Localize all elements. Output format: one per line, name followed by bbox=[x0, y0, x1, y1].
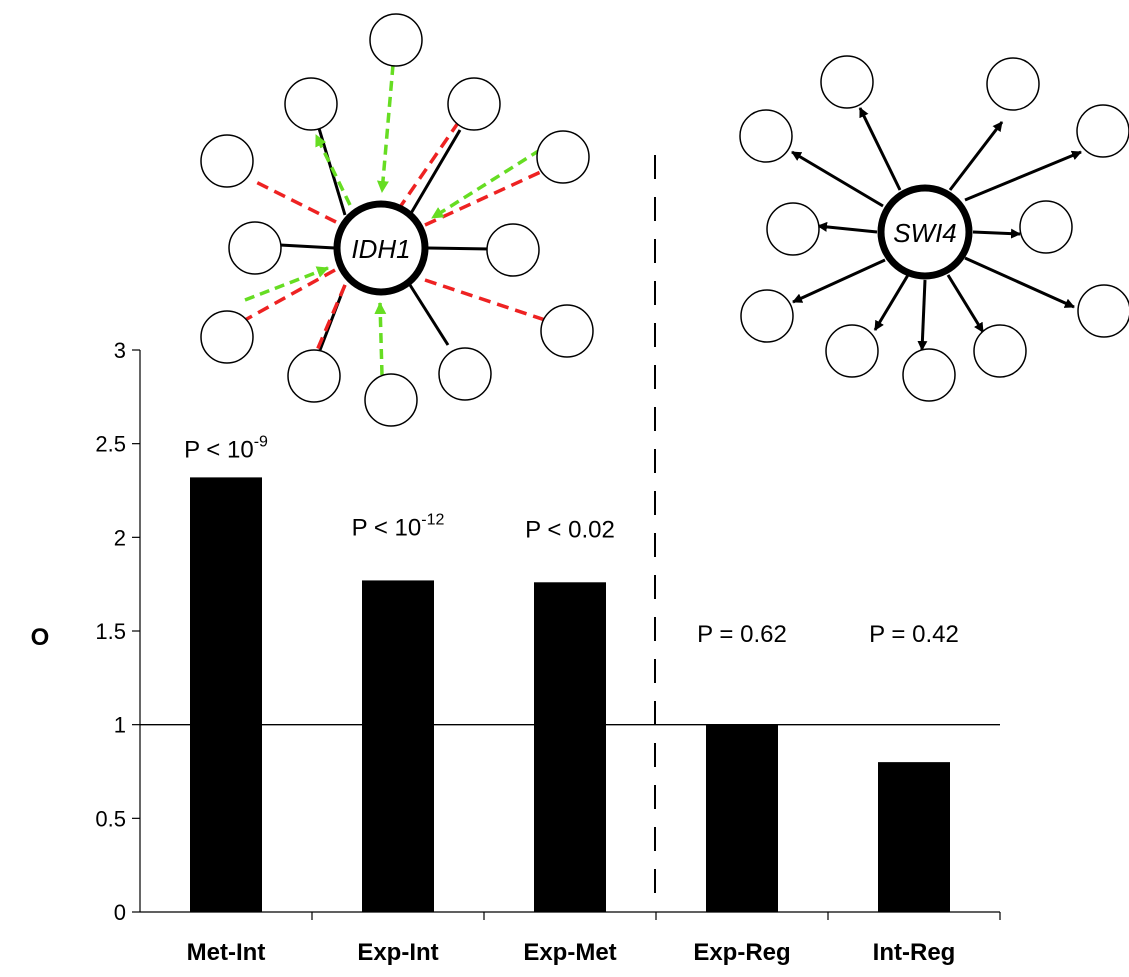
bar-chart: 00.511.522.53 P < 10-9P < 10-12 P < 0.02P… bbox=[31, 155, 1001, 966]
bar-exp-int bbox=[362, 580, 434, 912]
bar-exp-reg bbox=[706, 724, 778, 912]
p-value-label: P = 0.42 bbox=[869, 621, 959, 648]
bar-int-reg bbox=[878, 762, 950, 912]
x-category-label: Met-Int bbox=[187, 939, 266, 966]
y-tick-label: 1 bbox=[114, 713, 126, 738]
x-category-label: Exp-Int bbox=[357, 939, 438, 966]
idh1-hub-label: IDH1 bbox=[351, 234, 410, 264]
y-tick-label: 2.5 bbox=[95, 432, 126, 457]
swi4-arrow-edges bbox=[791, 107, 1082, 351]
p-value-label: P < 10-12 bbox=[352, 511, 445, 541]
swi4-satellite-nodes bbox=[739, 55, 1129, 402]
x-category-label: Exp-Reg bbox=[693, 939, 790, 966]
idh1-hub-node bbox=[333, 200, 429, 296]
bar-exp-met bbox=[534, 582, 606, 912]
y-tick-label: 1.5 bbox=[95, 619, 126, 644]
x-category-label: Int-Reg bbox=[873, 939, 956, 966]
y-tick-label: 0.5 bbox=[95, 806, 126, 831]
p-value-label: P = 0.62 bbox=[697, 621, 787, 648]
swi4-hub-node bbox=[877, 184, 973, 280]
y-ticks: 0 0.5 1 1.5 2 2.5 3 bbox=[95, 338, 140, 925]
idh1-network: IDH1 bbox=[200, 13, 594, 427]
y-tick-label: 3 bbox=[114, 338, 126, 363]
x-category-labels: Met-Int Exp-Int Exp-Met Exp-Reg Int-Reg bbox=[187, 939, 956, 966]
y-axis-label: O bbox=[31, 624, 50, 651]
idh1-green-arrows bbox=[244, 64, 541, 376]
p-value-annotations: P < 10-9 P < 10-12 P < 0.02 P = 0.62 P = 0.4… bbox=[184, 433, 959, 648]
p-value-label: P < 0.02 bbox=[525, 516, 615, 543]
p-value-label: P < 10-9 bbox=[184, 433, 268, 463]
bars bbox=[190, 477, 950, 912]
x-category-label: Exp-Met bbox=[523, 939, 616, 966]
y-tick-label: 2 bbox=[114, 525, 126, 550]
swi4-hub-label: SWI4 bbox=[893, 218, 957, 248]
idh1-satellite-nodes bbox=[200, 13, 594, 427]
bar-met-int bbox=[190, 477, 262, 912]
y-tick-label: 0 bbox=[114, 900, 126, 925]
swi4-network: SWI4 bbox=[739, 55, 1129, 402]
idh1-red-edges bbox=[244, 119, 546, 356]
x-ticks bbox=[311, 912, 1001, 920]
